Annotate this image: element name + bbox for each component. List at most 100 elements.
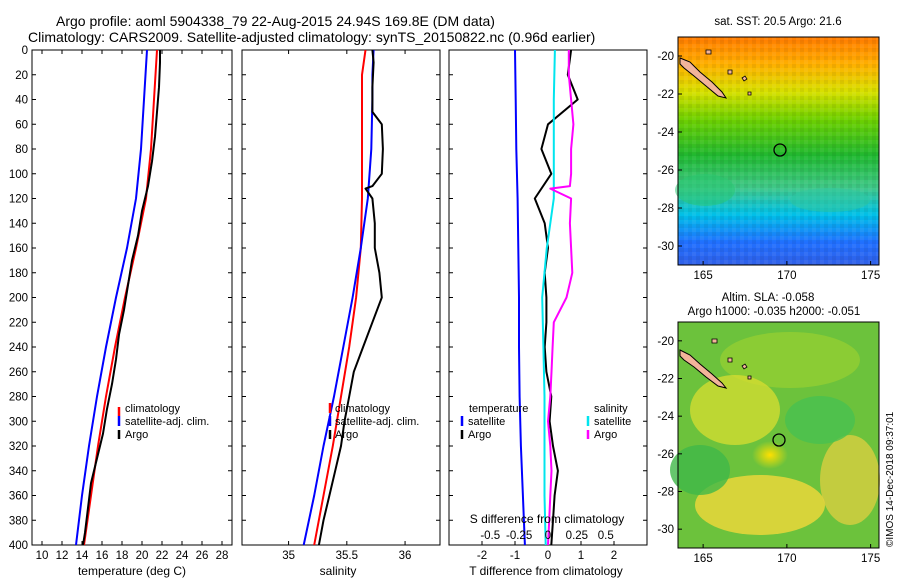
temperature-plot-frame <box>31 49 233 546</box>
map-lon-tick-label: 170 <box>777 270 796 282</box>
salinity-legend: climatology satellite-adj. clim. Argo <box>328 403 419 441</box>
map-lon-tick-label: 165 <box>694 270 713 282</box>
sla-patch <box>695 475 825 535</box>
difference-panel: -2 -1 0 1 2 -0.5 -0.25 0 0.25 0.5 S difference f… <box>448 49 648 578</box>
x-tick-label: 14 <box>76 550 89 562</box>
s-diff-tick-label: 0.25 <box>566 530 588 542</box>
sla-patch <box>820 435 880 525</box>
t-diff-tick-label: 1 <box>578 550 584 562</box>
sst-map-tick-labels: 165 170 175 -20 -22 -24 -26 -28 -30 <box>657 51 880 282</box>
salinity-grid <box>242 49 440 546</box>
imos-timestamp: ©IMOS 14-Dec-2018 09:37:01 <box>885 411 896 547</box>
t-diff-tick-label: -1 <box>510 550 520 562</box>
salinity-tick-labels: 35 35.5 36 <box>282 550 411 562</box>
legend-sal-argo-label: Argo <box>594 429 617 441</box>
depth-tick-label: 260 <box>9 367 28 379</box>
new-caledonia-island <box>679 57 728 99</box>
legend-temp-argo-label: Argo <box>468 429 491 441</box>
salinity-panel: 35 35.5 36 salinity climatology satellite-… <box>241 49 441 578</box>
temperature-legend: climatology satellite-adj. clim. Argo <box>117 403 209 441</box>
legend-satellite-label: satellite-adj. clim. <box>125 416 209 428</box>
map-lon-tick-label: 175 <box>861 553 880 565</box>
loyalty-islands <box>711 338 752 380</box>
sla-map-panel: Altim. SLA: -0.058 Argo h1000: -0.035 h2… <box>657 292 880 565</box>
sla-map-title-line-1: Altim. SLA: -0.058 <box>722 292 815 304</box>
temperature-series <box>75 49 161 546</box>
depth-tick-labels: 0 20 40 60 80 100 120 140 160 180 200 220 240 260 280 3… <box>9 45 28 552</box>
x-tick-label: 26 <box>196 550 209 562</box>
map-lat-tick-label: -22 <box>657 374 674 386</box>
s-diff-tick-label: 0 <box>545 530 551 542</box>
depth-tick-label: 220 <box>9 317 28 329</box>
sla-patch <box>785 396 855 444</box>
map-lon-tick-label: 165 <box>694 553 713 565</box>
t-difference-axis-label: T difference from climatology <box>469 564 623 578</box>
depth-tick-label: 0 <box>22 45 28 57</box>
t-diff-tick-label: 0 <box>545 550 551 562</box>
difference-series <box>514 49 579 546</box>
sla-argo-location-marker <box>772 433 786 447</box>
series-line-temperature-argo <box>533 49 579 546</box>
sla-map-frame <box>677 321 880 549</box>
s-difference-tick-labels: -0.5 -0.25 0 0.25 0.5 <box>480 530 613 542</box>
depth-tick-label: 40 <box>15 95 28 107</box>
map-lat-tick-label: -26 <box>657 165 674 177</box>
map-lat-tick-label: -24 <box>657 127 674 139</box>
legend-climatology-label: climatology <box>125 403 181 415</box>
series-line-argo <box>82 50 161 546</box>
series-line-argo <box>317 49 384 546</box>
map-lat-tick-label: -28 <box>657 203 674 215</box>
depth-tick-label: 320 <box>9 441 28 453</box>
s-diff-tick-label: -0.5 <box>480 530 500 542</box>
t-diff-tick-label: -2 <box>477 550 487 562</box>
depth-tick-label: 140 <box>9 218 28 230</box>
s-diff-tick-label: -0.25 <box>506 530 532 542</box>
salinity-axis-label: salinity <box>320 564 357 578</box>
temperature-grid <box>32 49 232 546</box>
sla-patch <box>752 441 788 469</box>
x-tick-label: 35.5 <box>336 550 358 562</box>
map-lat-tick-label: -22 <box>657 89 674 101</box>
sst-argo-location-marker <box>773 143 787 157</box>
depth-tick-label: 240 <box>9 342 28 354</box>
difference-grid <box>449 49 647 546</box>
new-caledonia-island <box>679 349 728 389</box>
sla-map-title-line-2: Argo h1000: -0.035 h2000: -0.051 <box>688 306 861 318</box>
t-difference-tick-labels: -2 -1 0 1 2 <box>477 550 617 562</box>
depth-tick-label: 280 <box>9 392 28 404</box>
temperature-panel: 0 20 40 60 80 100 120 140 160 180 200 220 240 260 280 3… <box>9 45 233 578</box>
sst-map-title: sat. SST: 20.5 Argo: 21.6 <box>714 16 841 28</box>
map-lat-tick-label: -30 <box>657 241 674 253</box>
depth-tick-label: 80 <box>15 144 28 156</box>
depth-tick-label: 160 <box>9 243 28 255</box>
temperature-tick-labels: 10 12 14 16 18 20 22 24 26 28 <box>36 550 229 562</box>
t-diff-tick-label: 2 <box>611 550 617 562</box>
salinity-series <box>302 49 384 546</box>
legend-temperature-title: temperature <box>469 403 528 415</box>
salinity-plot-frame <box>241 49 441 546</box>
sst-map-panel: sat. SST: 20.5 Argo: 21.6 165 170 175 -20 -2… <box>657 16 880 282</box>
depth-tick-label: 360 <box>9 491 28 503</box>
legend-temp-satellite-label: satellite <box>468 416 505 428</box>
x-tick-label: 22 <box>156 550 169 562</box>
series-line-salinity-argo <box>547 50 575 546</box>
sla-patch <box>720 332 860 388</box>
x-tick-label: 18 <box>116 550 129 562</box>
difference-plot-frame <box>448 49 648 546</box>
x-tick-label: 28 <box>216 550 229 562</box>
sst-patch <box>675 174 735 206</box>
map-lon-tick-label: 175 <box>861 270 880 282</box>
sla-patch <box>670 445 730 495</box>
x-tick-label: 20 <box>136 550 149 562</box>
map-lat-tick-label: -24 <box>657 411 674 423</box>
title-line-2: Climatology: CARS2009. Satellite-adjuste… <box>28 29 595 45</box>
series-line-satellite-adj-clim- <box>75 49 148 546</box>
sst-map-frame <box>677 36 880 266</box>
depth-tick-label: 300 <box>9 416 28 428</box>
x-tick-label: 12 <box>56 550 69 562</box>
sla-map-tick-labels: 165 170 175 -20 -22 -24 -26 -28 -30 <box>657 336 880 565</box>
map-lat-tick-label: -30 <box>657 524 674 536</box>
legend-satellite-label: satellite-adj. clim. <box>335 416 419 428</box>
map-lat-tick-label: -20 <box>657 336 674 348</box>
sst-patch <box>790 188 870 212</box>
